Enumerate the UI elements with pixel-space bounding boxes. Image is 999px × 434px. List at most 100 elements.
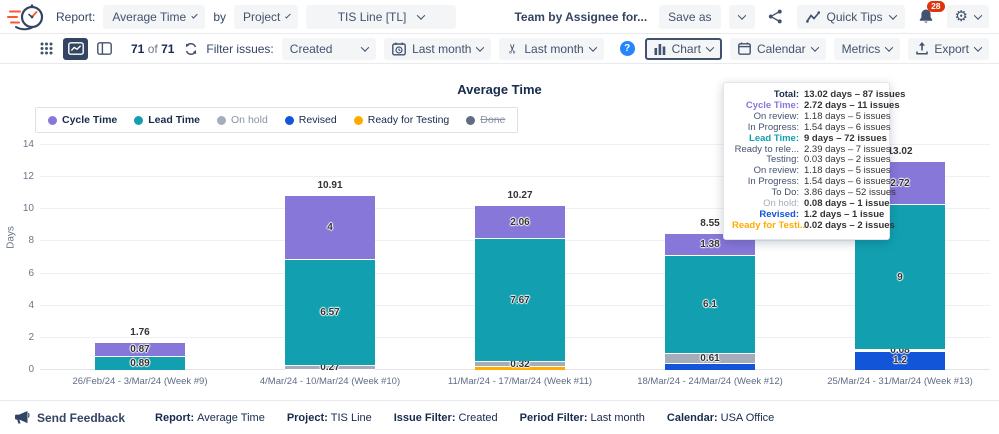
bar-segment[interactable]: 6.57 (285, 258, 375, 365)
chart-menu-button[interactable]: Chart (644, 37, 722, 60)
legend-swatch-icon (217, 115, 227, 125)
bar-segment[interactable]: 2.06 (475, 204, 565, 239)
bar-segment[interactable]: 0.87 (95, 341, 185, 356)
stacked-bar[interactable]: 0.89 0.87 (95, 341, 185, 370)
chevron-down-icon (417, 10, 426, 20)
footer-info-item-value: Created (458, 411, 498, 424)
send-feedback-button[interactable]: Send Feedback (14, 410, 125, 425)
period-filter-button[interactable]: Last month (384, 37, 492, 60)
bar-segment[interactable] (665, 362, 755, 370)
y-axis-tick-label: 2 (28, 331, 34, 343)
x-axis-category-label: 4/Mar/24 - 10/Mar/24 (Week #10) (259, 376, 401, 387)
footer-info-item-label: Issue Filter: (393, 411, 456, 424)
tooltip-row-label: Ready for Testi... (732, 219, 808, 231)
trim-filter-button[interactable]: ✂ Last month (499, 37, 604, 60)
tooltip-row: Lead Time: 9 days – 72 issues (732, 133, 887, 145)
calendar-icon (738, 42, 751, 55)
legend-item[interactable]: On hold (217, 114, 268, 126)
board-icon (97, 42, 112, 55)
stacked-bar[interactable]: 0.61 6.1 1.38 (665, 232, 755, 370)
bar-segment[interactable]: 0.89 (95, 355, 185, 370)
issue-filter-select[interactable]: Created (281, 37, 377, 60)
tooltip-row: Testing: 0.03 days – 2 issues (732, 155, 890, 166)
chart-section: Average Time Cycle Time Lead Time On hold R… (0, 64, 999, 400)
grid-icon (40, 42, 53, 55)
legend-item-label: Lead Time (148, 114, 201, 126)
stacked-bar[interactable]: 0.32 7.67 2.06 (475, 204, 565, 370)
metrics-menu-button[interactable]: Metrics (833, 37, 901, 60)
tooltip-row-label: On review: (753, 110, 799, 122)
tooltip-row: On review: 1.18 days – 5 issues (732, 165, 891, 177)
issue-filter-value: Created (289, 41, 333, 56)
chevron-down-icon (885, 42, 894, 52)
footer-info-item: Period Filter: Last month (520, 412, 645, 424)
legend-swatch-icon (353, 115, 363, 125)
refresh-button[interactable] (184, 42, 198, 56)
bar-segment[interactable]: 0.08 (855, 345, 945, 356)
notifications-button[interactable]: 28 (913, 0, 945, 29)
x-axis-category-label: 26/Feb/24 - 3/Mar/24 (Week #9) (72, 376, 208, 387)
save-as-menu-button[interactable] (728, 4, 755, 29)
bar-total-label: 1.76 (130, 326, 150, 338)
board-view-button[interactable] (92, 38, 117, 60)
bar-segment[interactable]: 4 (285, 194, 375, 259)
bar-chart-icon (654, 43, 665, 55)
group-by-select[interactable]: Project (234, 4, 299, 29)
tooltip-row-value: 1.54 days – 6 issues (804, 176, 891, 188)
grid-view-button[interactable] (34, 38, 59, 60)
bar-segment[interactable] (285, 368, 375, 370)
footer-info-item-label: Report: (155, 411, 195, 424)
legend-item[interactable]: Revised (284, 114, 337, 126)
bar-segment[interactable]: 7.67 (475, 238, 565, 362)
calendar-menu-button[interactable]: Calendar (729, 37, 826, 60)
chart-title: Average Time (457, 82, 542, 97)
legend-swatch-icon (466, 115, 476, 125)
chevron-down-icon (810, 42, 819, 52)
tooltip-row-value: 1.18 days – 5 issues (804, 110, 891, 122)
bar-segment[interactable]: 0.27 (285, 362, 375, 373)
bar-segment[interactable] (475, 366, 565, 370)
tooltip-row-label: On review: (753, 165, 799, 177)
bar-segment[interactable]: 6.1 (665, 254, 755, 353)
export-menu-label: Export (934, 41, 969, 56)
legend-item[interactable]: Done (466, 114, 505, 126)
legend-item[interactable]: Lead Time (134, 114, 200, 126)
tooltip-row-label: In Progress: (747, 121, 799, 133)
save-as-button[interactable]: Save as (659, 4, 721, 29)
bar-segment[interactable]: 0.61 (665, 353, 755, 364)
app-logo-stopwatch-icon (6, 2, 48, 32)
legend-item-label: Ready for Testing (367, 114, 450, 126)
stacked-bar[interactable]: 0.27 6.57 4 (285, 194, 375, 373)
export-menu-button[interactable]: Export (908, 37, 989, 60)
save-as-label: Save as (668, 9, 712, 24)
gear-icon: ⚙ (954, 8, 968, 25)
tooltip-row-value: 1.18 days – 5 issues (804, 165, 891, 177)
legend-item[interactable]: Cycle Time (48, 114, 117, 126)
tooltip-row-label: To Do: (771, 187, 799, 199)
tooltip-row: Total: 13.02 days – 87 issues (732, 89, 906, 101)
chart-view-button[interactable] (63, 37, 88, 60)
legend-item[interactable]: Ready for Testing (353, 114, 450, 126)
bar-total-label: 10.91 (317, 179, 343, 191)
gridline (40, 144, 990, 145)
bar-segment-value-label: 9 (897, 271, 903, 283)
chevron-down-icon (360, 42, 370, 52)
bar-segment[interactable]: 0.32 (475, 359, 565, 370)
bar-segment-value-label: 0.32 (510, 358, 530, 370)
share-button[interactable] (763, 5, 789, 29)
tooltip-row: Ready to rele... 2.39 days – 7 issues (732, 144, 891, 156)
help-button[interactable]: ? (619, 41, 635, 56)
tooltip-row-label: Cycle Time: (745, 99, 799, 111)
bar-segment-value-label: 6.57 (320, 306, 340, 318)
bar-segment[interactable]: 1.2 (855, 350, 945, 370)
quick-tips-button[interactable]: Quick Tips (796, 4, 905, 29)
project-select[interactable]: TIS Line [TL] (306, 4, 457, 29)
x-axis-category-label: 25/Mar/24 - 31/Mar/24 (Week #13) (827, 376, 973, 387)
tooltip-row-value: 13.02 days – 87 issues (804, 89, 906, 100)
tooltip-row: Cycle Time: 2.72 days – 11 issues (732, 99, 900, 112)
tooltip-row-value: 1.2 days – 1 issue (804, 208, 885, 220)
legend-item-label: On hold (231, 114, 268, 126)
report-type-select[interactable]: Average Time (103, 4, 206, 29)
settings-button[interactable]: ⚙ (946, 5, 989, 28)
tooltip-row-value: 9 days – 72 issues (804, 132, 887, 144)
